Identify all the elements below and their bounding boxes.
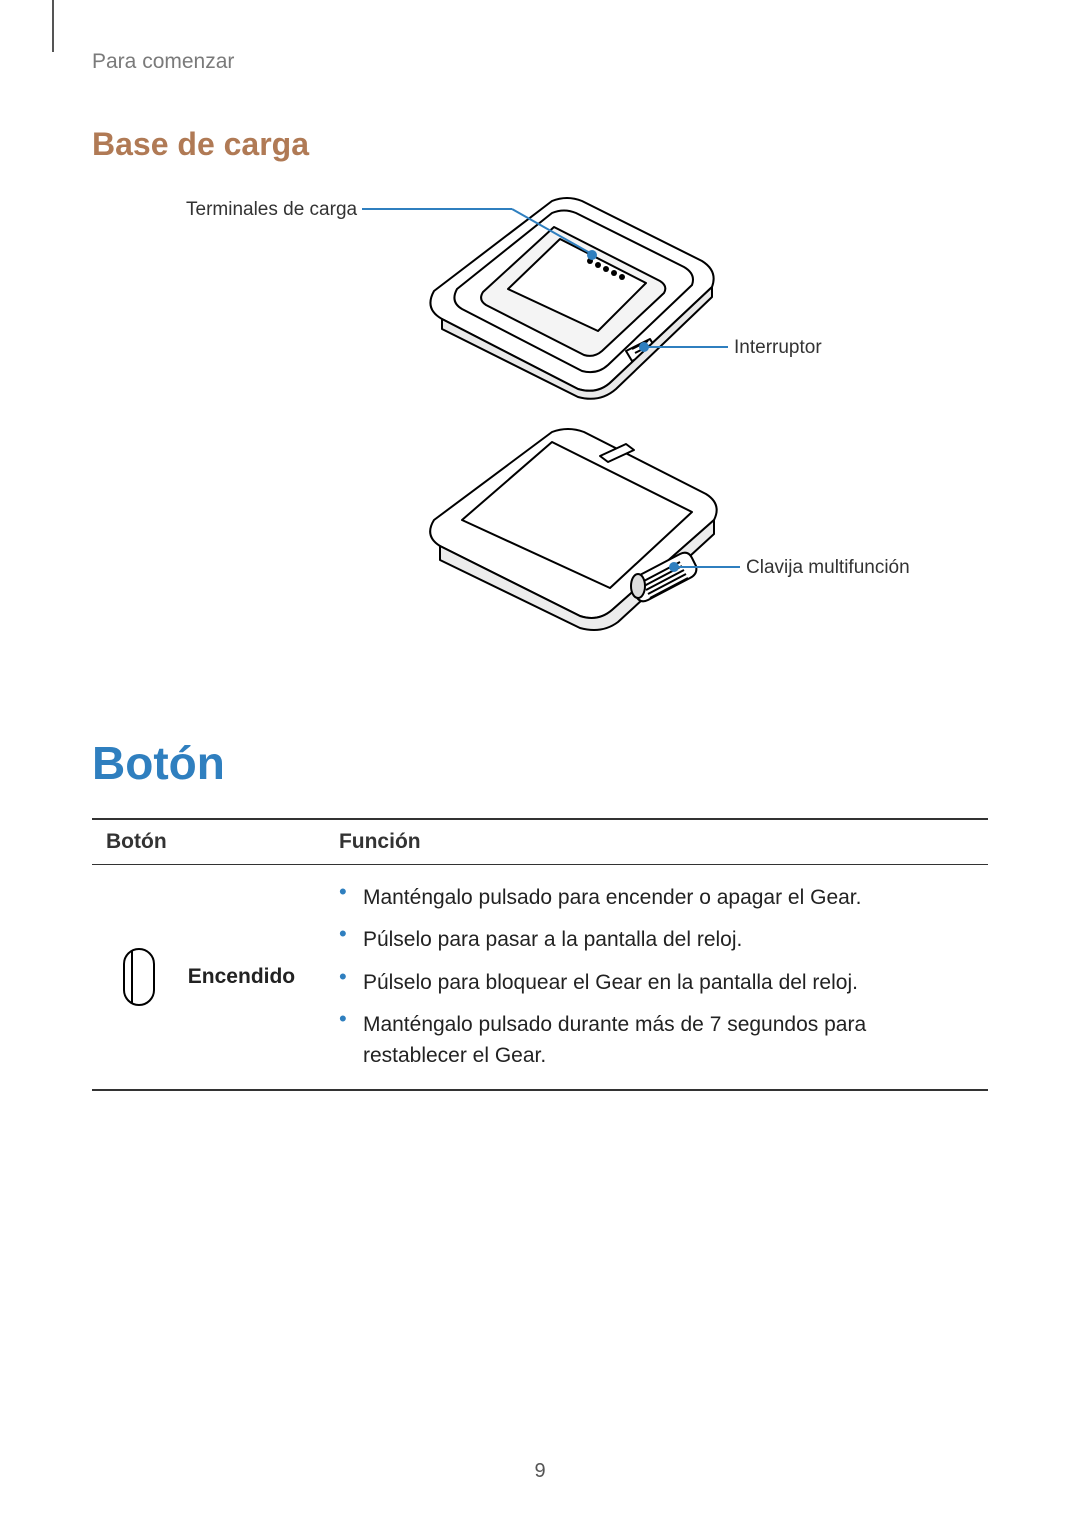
section-title-boton: Botón <box>92 736 988 790</box>
table-header-function: Función <box>325 819 988 865</box>
charging-dock-diagram: Terminales de carga Interruptor Clavija … <box>92 181 988 636</box>
section-title-base-de-carga: Base de carga <box>92 126 988 163</box>
power-button-icon <box>122 947 156 1007</box>
manual-page: Para comenzar Base de carga <box>0 0 1080 1527</box>
list-item: Manténgalo pulsado durante más de 7 segu… <box>339 1004 974 1077</box>
list-item: Púlselo para bloquear el Gear en la pant… <box>339 962 974 1004</box>
callout-interruptor: Interruptor <box>734 337 822 359</box>
table-header-button: Botón <box>92 819 325 865</box>
list-item: Manténgalo pulsado para encender o apaga… <box>339 877 974 919</box>
power-button-cell: Encendido <box>106 947 311 1007</box>
button-function-table: Botón Función Encendido Mant <box>92 818 988 1091</box>
function-list: Manténgalo pulsado para encender o apaga… <box>339 877 974 1077</box>
list-item: Púlselo para pasar a la pantalla del rel… <box>339 919 974 961</box>
power-button-label: Encendido <box>188 965 295 989</box>
callout-clavija: Clavija multifunción <box>746 557 910 579</box>
breadcrumb: Para comenzar <box>92 50 988 74</box>
table-row: Encendido Manténgalo pulsado para encend… <box>92 865 988 1091</box>
page-number: 9 <box>0 1460 1080 1483</box>
callout-terminales: Terminales de carga <box>186 199 357 221</box>
